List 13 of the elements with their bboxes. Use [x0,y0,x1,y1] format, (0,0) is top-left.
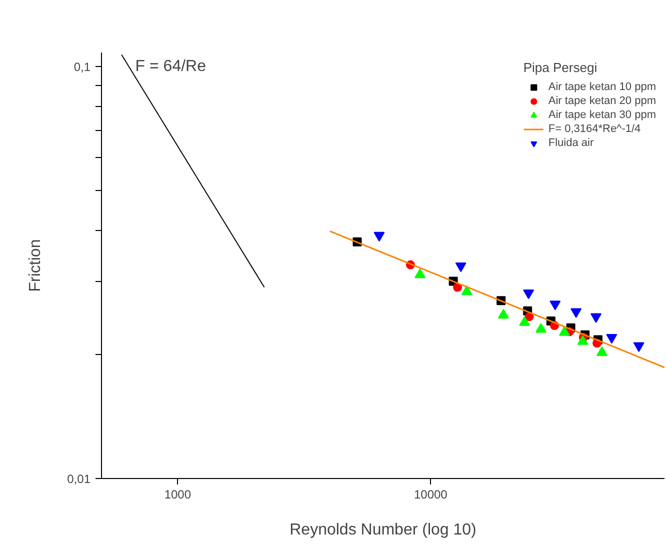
x-tick-label: 10000 [414,488,448,502]
legend-label: Fluida air [548,136,594,150]
legend-label: Air tape ketan 10 ppm [548,80,656,94]
legend-label: Air tape ketan 30 ppm [548,108,656,122]
y-tick-label: 0,01 [67,472,91,486]
legend-label: F= 0,3164*Re^-1/4 [548,122,641,136]
x-axis-title: Reynolds Number (log 10) [290,522,476,538]
x-tick-label: 1000 [164,488,192,502]
legend-label: Air tape ketan 20 ppm [548,94,656,108]
legend-title: Pipa Persegi [523,60,598,75]
y-tick-label: 0,1 [74,60,91,74]
annotation: F = 64/Re [135,58,206,75]
y-axis-title: Friction [27,239,44,292]
